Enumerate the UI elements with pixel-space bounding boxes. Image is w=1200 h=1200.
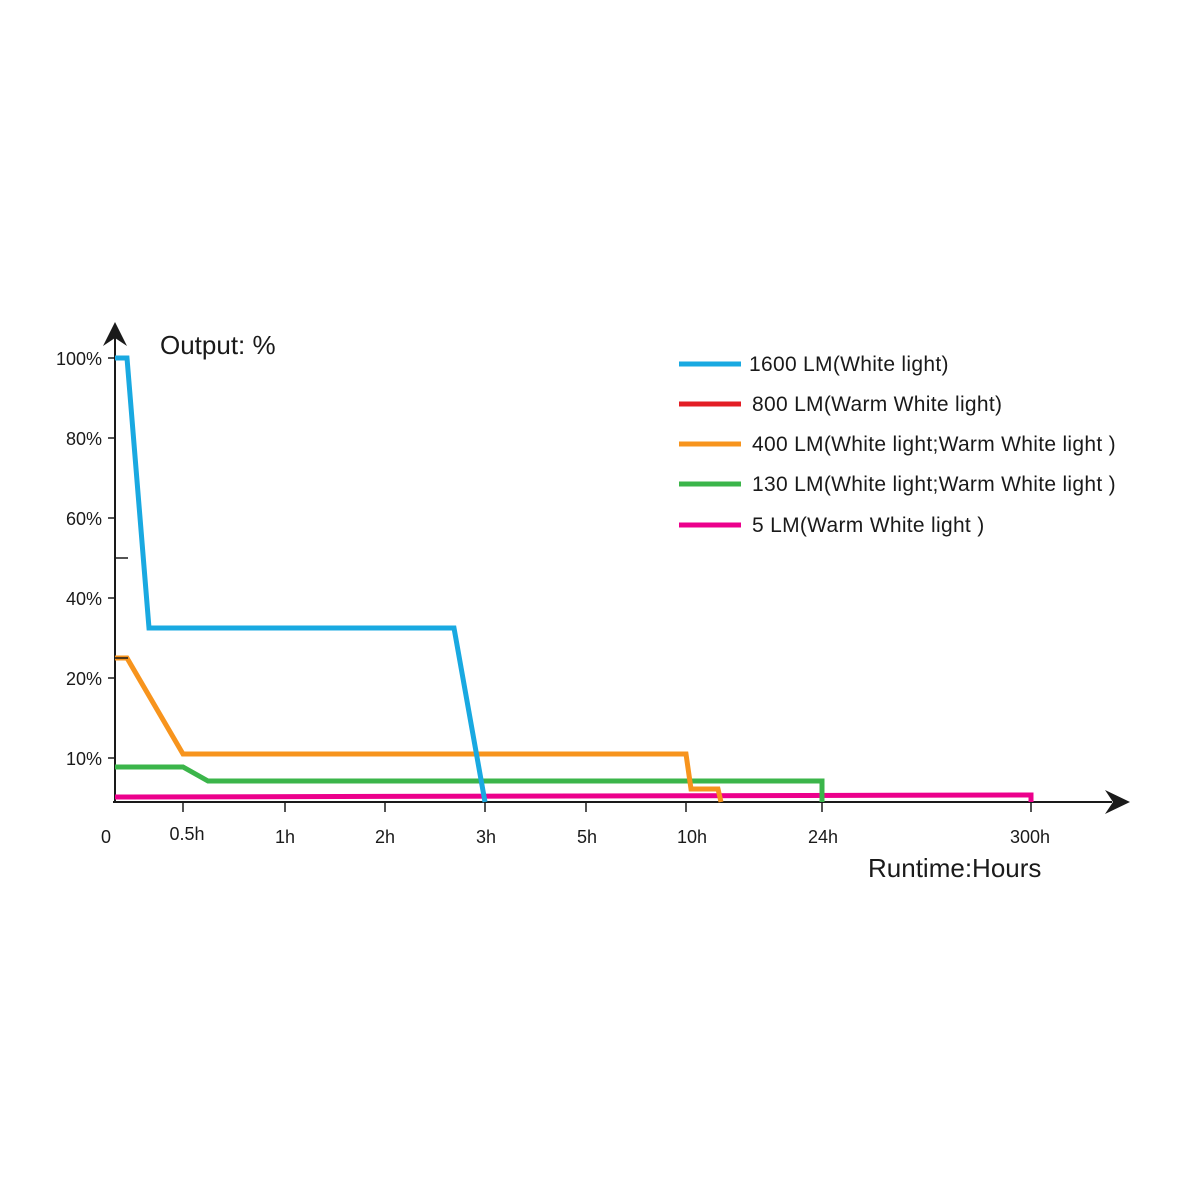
x-tick-label: 24h <box>808 827 838 847</box>
legend-label: 800 LM(Warm White light) <box>752 393 1002 416</box>
y-tick-label: 10% <box>66 749 102 769</box>
x-axis-arrow-icon <box>1105 790 1130 814</box>
x-tick-label: 0 <box>101 827 111 847</box>
legend-label: 400 LM(White light;Warm White light ) <box>752 433 1116 456</box>
axes <box>103 322 1130 814</box>
x-tick-label: 10h <box>677 827 707 847</box>
x-tick-label: 300h <box>1010 827 1050 847</box>
y-tick-label: 20% <box>66 669 102 689</box>
y-axis-title: Output: % <box>160 330 276 360</box>
series-line-5 <box>114 792 1034 802</box>
y-tick-label: 80% <box>66 429 102 449</box>
x-ticks: 0 0.5h 1h 2h 3h 5h 10h 24h 300h <box>101 802 1050 847</box>
series-line-1 <box>115 355 488 803</box>
x-axis-title: Runtime:Hours <box>868 853 1041 883</box>
y-tick-label: 100% <box>56 349 102 369</box>
legend-label: 5 LM(Warm White light ) <box>752 514 985 537</box>
x-tick-label: 5h <box>577 827 597 847</box>
x-tick-label: 2h <box>375 827 395 847</box>
y-axis-arrow-icon <box>103 322 127 346</box>
legend-label: 1600 LM(White light) <box>749 353 949 376</box>
y-tick-label: 40% <box>66 589 102 609</box>
y-ticks: 100% 80% 60% 40% 20% 10% <box>56 349 128 769</box>
x-tick-label: 0.5h <box>169 824 204 844</box>
y-tick-label: 60% <box>66 509 102 529</box>
legend: 1600 LM(White light) 800 LM(Warm White li… <box>679 353 1116 537</box>
series-layer <box>114 355 1034 803</box>
x-tick-label: 3h <box>476 827 496 847</box>
legend-label: 130 LM(White light;Warm White light ) <box>752 473 1116 496</box>
x-tick-label: 1h <box>275 827 295 847</box>
series-line-4 <box>115 764 825 802</box>
